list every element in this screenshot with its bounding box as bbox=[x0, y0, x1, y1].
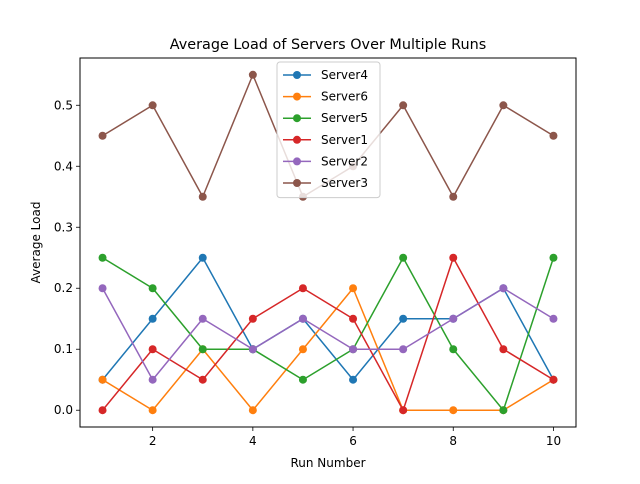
data-point bbox=[98, 131, 107, 140]
y-axis-label: Average Load bbox=[29, 202, 43, 284]
x-axis-label: Run Number bbox=[290, 456, 365, 470]
data-point bbox=[499, 101, 508, 110]
legend-item: Server4 bbox=[283, 68, 368, 82]
data-point bbox=[499, 345, 508, 354]
data-point bbox=[98, 375, 107, 384]
data-point bbox=[248, 70, 257, 79]
data-point bbox=[399, 406, 408, 415]
series-line bbox=[102, 256, 555, 411]
data-point bbox=[148, 284, 157, 293]
data-point bbox=[349, 345, 358, 354]
legend-item: Server2 bbox=[283, 154, 368, 168]
legend: Server4 Server6 Server5 Server1 Server2 Serve… bbox=[276, 61, 381, 199]
data-point bbox=[148, 345, 157, 354]
legend-swatch-marker bbox=[293, 114, 301, 123]
legend-label: Server6 bbox=[321, 90, 368, 104]
data-point bbox=[399, 345, 408, 354]
data-point bbox=[298, 284, 307, 293]
data-point bbox=[98, 284, 107, 293]
data-point bbox=[98, 406, 107, 415]
data-point bbox=[148, 406, 157, 415]
legend-swatch-marker bbox=[293, 71, 301, 79]
y-tick-label: 0.5 bbox=[54, 98, 73, 112]
x-tick-label: 4 bbox=[249, 434, 257, 448]
series-line bbox=[101, 287, 554, 381]
data-point bbox=[499, 406, 508, 415]
data-point bbox=[198, 314, 207, 323]
data-point bbox=[449, 406, 458, 415]
legend-item: Server5 bbox=[283, 111, 368, 125]
data-point bbox=[248, 345, 257, 354]
x-tick-label: 2 bbox=[149, 434, 157, 448]
data-point bbox=[449, 253, 458, 262]
data-point bbox=[399, 253, 408, 262]
data-point bbox=[349, 375, 358, 384]
x-tick-label: 8 bbox=[449, 434, 457, 448]
data-point bbox=[499, 284, 508, 293]
legend-swatch-marker bbox=[293, 92, 301, 101]
series-line bbox=[102, 287, 554, 411]
legend-swatch-marker bbox=[293, 135, 301, 144]
y-tick-label: 0.4 bbox=[54, 159, 73, 173]
legend-swatch-marker bbox=[293, 157, 301, 166]
y-tick-label: 0.3 bbox=[54, 220, 73, 234]
legend-item: Server3 bbox=[283, 176, 368, 190]
y-tick-label: 0.1 bbox=[54, 342, 73, 356]
data-point bbox=[549, 314, 558, 323]
series-server2 bbox=[98, 284, 558, 384]
legend-label: Server4 bbox=[321, 68, 368, 82]
data-point bbox=[148, 101, 157, 110]
legend-label: Server2 bbox=[321, 154, 368, 168]
data-point bbox=[549, 253, 558, 262]
data-point bbox=[248, 406, 257, 415]
data-point bbox=[148, 314, 157, 323]
data-point bbox=[98, 253, 107, 262]
legend-label: Server3 bbox=[321, 176, 368, 190]
legend-label: Server1 bbox=[321, 133, 368, 147]
x-axis: 2 4 6 8 10 bbox=[149, 427, 561, 448]
data-point bbox=[399, 314, 408, 323]
y-tick-label: 0.2 bbox=[54, 281, 73, 295]
legend-swatch-marker bbox=[293, 179, 301, 187]
data-point bbox=[198, 345, 207, 354]
legend-item: Server1 bbox=[283, 133, 368, 147]
data-point bbox=[298, 314, 307, 323]
chart-title: Average Load of Servers Over Multiple Ru… bbox=[170, 37, 487, 53]
data-point bbox=[148, 375, 157, 384]
data-point bbox=[349, 314, 358, 323]
data-point bbox=[449, 314, 458, 323]
x-tick-label: 10 bbox=[546, 434, 561, 448]
y-axis: 0.0 0.1 0.2 0.3 0.4 0.5 bbox=[54, 98, 80, 417]
legend-label: Server5 bbox=[321, 111, 368, 125]
y-tick-label: 0.0 bbox=[54, 403, 73, 417]
plot-frame bbox=[79, 57, 577, 428]
data-point bbox=[449, 345, 458, 354]
data-point bbox=[248, 314, 257, 323]
data-point bbox=[399, 101, 408, 110]
data-point bbox=[198, 253, 207, 262]
data-point bbox=[298, 345, 307, 354]
data-point bbox=[198, 192, 207, 201]
data-point bbox=[549, 375, 558, 384]
data-point bbox=[549, 131, 558, 140]
data-point bbox=[198, 375, 207, 384]
data-point bbox=[349, 284, 358, 293]
x-tick-label: 6 bbox=[349, 434, 357, 448]
data-point bbox=[298, 375, 307, 384]
data-point bbox=[449, 192, 458, 201]
legend-item: Server6 bbox=[283, 90, 368, 104]
